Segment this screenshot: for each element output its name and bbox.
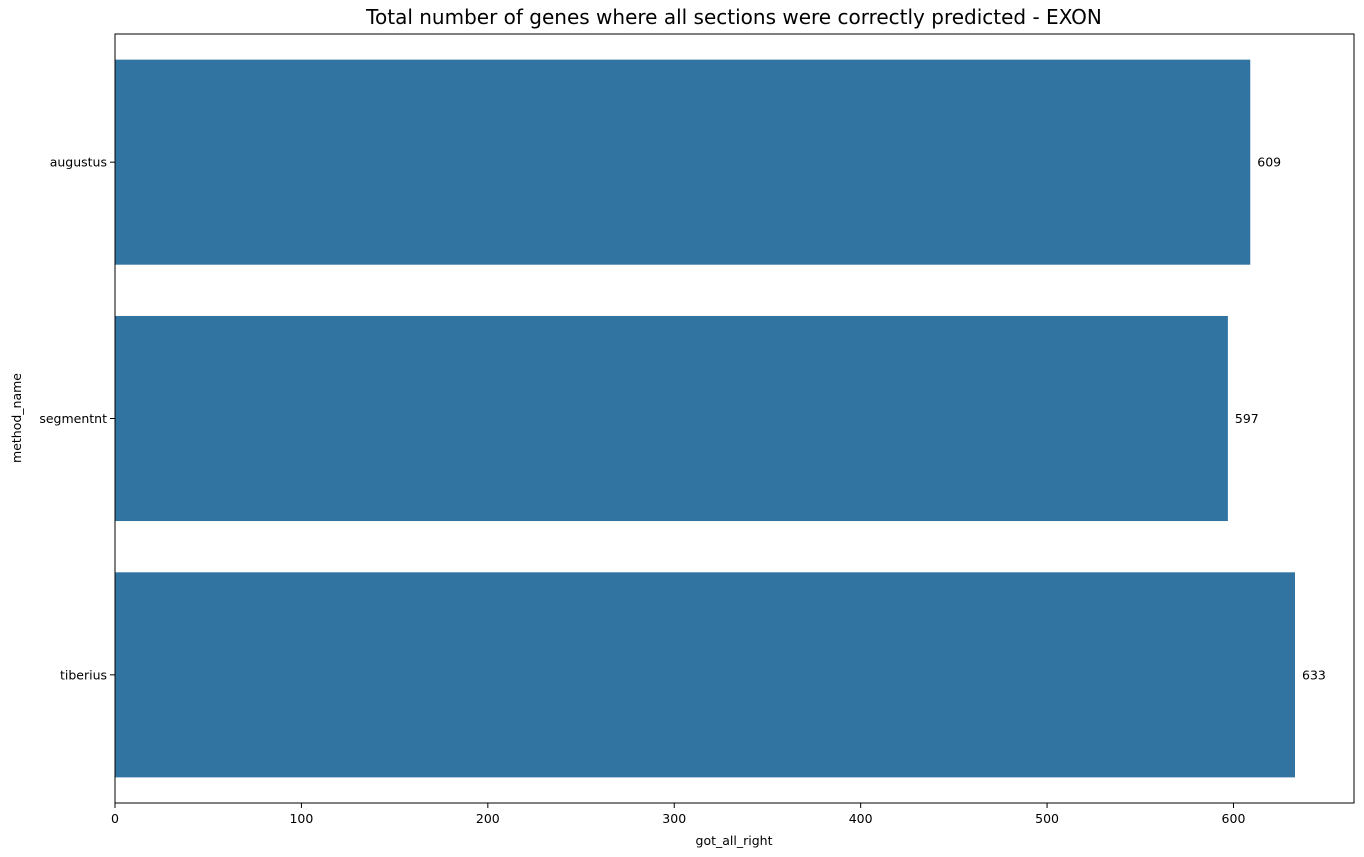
x-tick-label-600: 600 (1222, 811, 1246, 826)
y-tick-label-tiberius: tiberius (60, 667, 107, 682)
data-label-augustus: 609 (1257, 155, 1281, 170)
y-tick-label-augustus: augustus (50, 155, 107, 170)
bar-augustus (115, 59, 1251, 265)
x-tick-label-300: 300 (662, 811, 686, 826)
y-tick-label-segmentnt: segmentnt (39, 411, 107, 426)
chart-title: Total number of genes where all sections… (365, 5, 1102, 29)
data-label-segmentnt: 597 (1235, 411, 1259, 426)
x-tick-label-100: 100 (289, 811, 313, 826)
plot-area: augustus 609 segmentnt 597 tiberius 633 0 100 20… (39, 33, 1355, 826)
plot-frame (114, 33, 1355, 804)
x-tick-label-400: 400 (849, 811, 873, 826)
bar-segmentnt (115, 315, 1228, 522)
y-axis-label: method_name (9, 373, 24, 463)
x-axis-label: got_all_right (696, 833, 773, 848)
x-tick-label-500: 500 (1035, 811, 1059, 826)
bar-tiberius (115, 572, 1295, 778)
data-label-tiberius: 633 (1302, 667, 1326, 682)
x-tick-label-0: 0 (111, 811, 119, 826)
x-tick-label-200: 200 (476, 811, 500, 826)
